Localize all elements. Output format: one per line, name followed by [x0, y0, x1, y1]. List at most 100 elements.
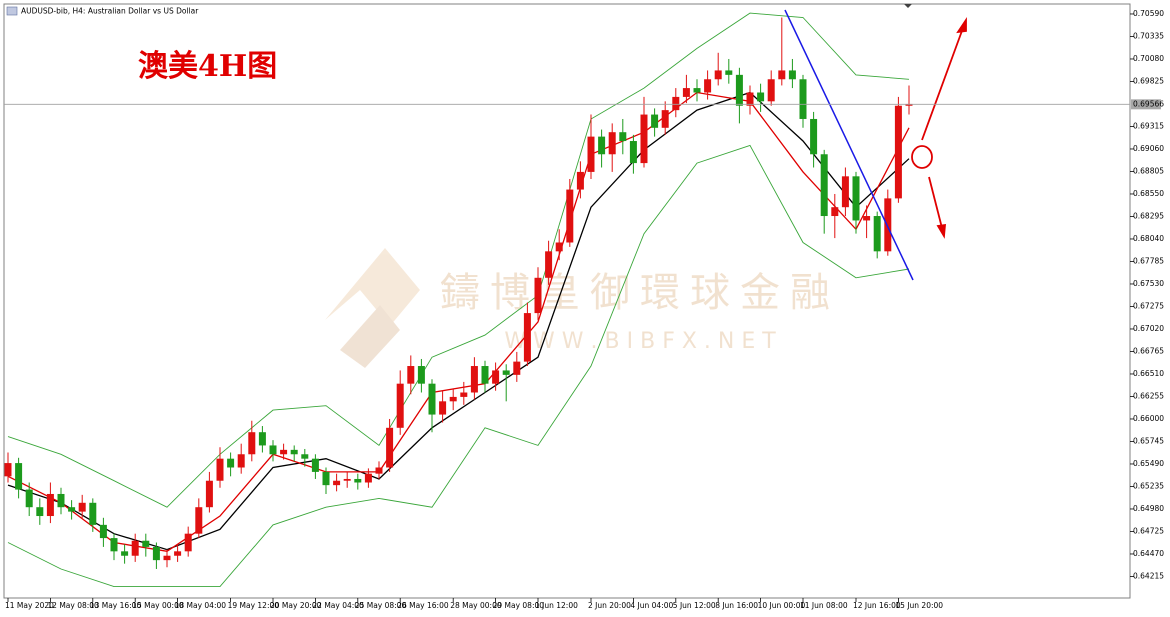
candle-body	[682, 88, 690, 97]
x-tick-label: 12 May 08:00	[47, 601, 99, 610]
y-tick-label: 0.66765	[1133, 346, 1164, 355]
y-tick-label: 0.67530	[1133, 279, 1164, 288]
candle-body	[227, 458, 235, 468]
candle-body	[322, 471, 330, 486]
candle-body	[99, 524, 107, 539]
candle-body	[290, 449, 298, 455]
x-tick-label: 28 May 00:00	[450, 601, 502, 610]
candle-body	[121, 551, 129, 556]
candle-body	[333, 480, 341, 486]
y-tick-label: 0.70080	[1133, 54, 1164, 63]
x-tick-label: 29 May 08:00	[493, 601, 545, 610]
candle-body	[810, 118, 818, 155]
arrow-head	[956, 17, 967, 34]
candle-body	[492, 370, 500, 384]
candle-body	[152, 546, 160, 561]
candle-body	[820, 154, 828, 217]
candle-body	[651, 114, 659, 128]
symbol-header: AUDUSD-bib, H4: Australian Dollar vs US …	[21, 7, 199, 16]
candle-body	[280, 449, 288, 455]
x-tick-label: 13 May 16:00	[90, 601, 142, 610]
candle-body	[481, 366, 489, 384]
candle-body	[640, 114, 648, 164]
plot-frame	[3, 3, 1131, 599]
arrow-down	[928, 176, 943, 229]
candle-body	[36, 507, 44, 517]
candle-body	[894, 105, 902, 199]
indicator-line	[7, 144, 910, 588]
y-tick-label: 0.65745	[1133, 436, 1164, 445]
x-tick-label: 15 Jun 20:00	[895, 601, 943, 610]
annotations	[911, 17, 967, 239]
candle-body	[311, 458, 319, 472]
x-tick-label: 15 May 00:00	[132, 601, 184, 610]
candle-body	[852, 176, 860, 221]
y-tick-label: 0.64215	[1133, 571, 1164, 580]
candle-body	[725, 70, 733, 75]
candle-body	[587, 136, 595, 172]
candle-body	[428, 383, 436, 415]
candle-body	[863, 216, 871, 221]
candle-body	[629, 141, 637, 164]
candle-body	[884, 198, 892, 252]
watermark: 鑄博皇御環球金融	[440, 270, 840, 316]
x-tick-label: 20 May 20:00	[270, 601, 322, 610]
x-tick-label: 2 Jun 20:00	[588, 601, 631, 610]
watermark-logo	[325, 248, 420, 368]
y-tick-label: 0.65235	[1133, 481, 1164, 490]
candle-body	[873, 216, 881, 252]
candle-body	[354, 478, 362, 483]
trend-line	[784, 9, 914, 281]
candle-body	[205, 480, 213, 508]
candle-body	[619, 132, 627, 142]
candle-body	[68, 507, 76, 512]
x-tick-label: 11 May 2020	[5, 601, 54, 610]
y-tick-label: 0.68040	[1133, 234, 1164, 243]
candle-body	[608, 132, 616, 155]
y-tick-label: 0.70335	[1133, 31, 1164, 40]
y-tick-label: 0.68550	[1133, 189, 1164, 198]
candle-body	[523, 313, 531, 362]
candle-body	[905, 103, 913, 106]
arrow-head	[936, 223, 946, 239]
x-tick-label: 8 Jun 16:00	[715, 601, 758, 610]
candle-body	[788, 70, 796, 80]
y-tick-label: 0.69825	[1133, 76, 1164, 85]
candle-body	[534, 277, 542, 314]
candle-body	[799, 79, 807, 119]
candle-body	[566, 189, 574, 243]
chart-title: 澳美4H图	[138, 49, 277, 84]
marks	[4, 12, 913, 588]
candle-body	[598, 136, 606, 155]
candle-body	[375, 467, 383, 474]
candle-body	[174, 551, 182, 556]
candle-body	[57, 493, 65, 508]
y-tick-label: 0.68295	[1133, 211, 1164, 220]
x-tick-label: 26 May 16:00	[397, 601, 449, 610]
y-tick-label: 0.67275	[1133, 301, 1164, 310]
x-tick-label: 1 Jun 12:00	[535, 601, 578, 610]
y-tick-label: 0.67785	[1133, 256, 1164, 265]
candle-body	[364, 473, 372, 483]
logo-shape	[340, 305, 400, 368]
current-price-label: 0.69566	[1133, 99, 1164, 108]
candle-body	[184, 533, 192, 552]
candle-body	[258, 432, 266, 446]
candle-body	[301, 454, 309, 459]
candle-body	[757, 92, 765, 102]
candle-body	[216, 458, 224, 481]
candle-body	[714, 70, 722, 80]
x-tick-label: 10 Jun 00:00	[758, 601, 806, 610]
watermark-url: W W W . B I B F X . N E T	[504, 329, 776, 354]
candle-body	[269, 445, 277, 455]
candle-body	[46, 493, 54, 517]
y-tick-label: 0.65490	[1133, 459, 1164, 468]
candle-body	[248, 432, 256, 455]
y-tick-label: 0.68805	[1133, 166, 1164, 175]
candle-body	[661, 110, 669, 128]
candle-body	[555, 242, 563, 252]
current-price-box	[1131, 99, 1161, 110]
candle-body	[131, 540, 139, 556]
candle-body	[25, 489, 33, 508]
